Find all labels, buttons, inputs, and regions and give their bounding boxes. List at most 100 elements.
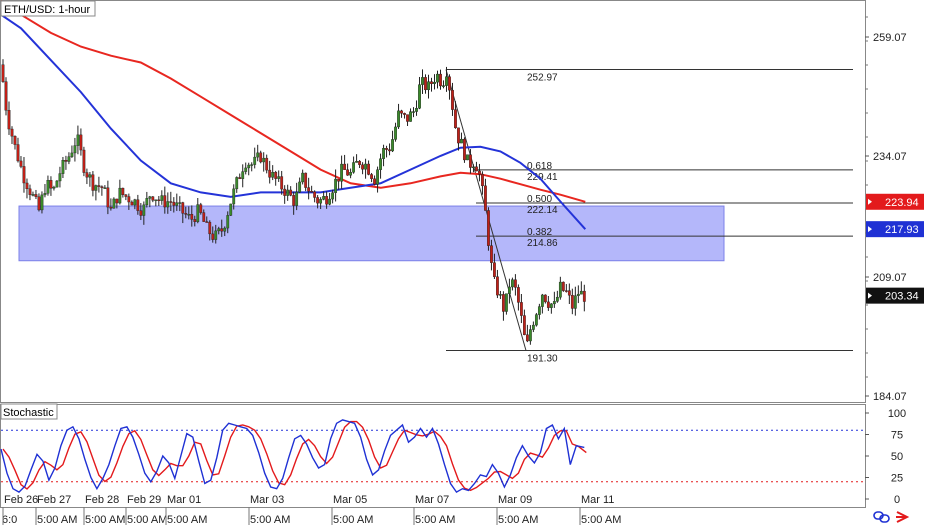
stoch-y-tick-label: 0 [894, 494, 900, 506]
candle-down [451, 89, 454, 110]
candle-up [334, 178, 338, 193]
candle-up [61, 160, 65, 174]
price-badge-pointer-icon [868, 226, 872, 233]
fib-price-label: 229.41 [527, 172, 558, 183]
x-time-label: 5:00 AM [127, 514, 167, 525]
x-time-label: 5:00 AM [37, 514, 77, 525]
candle-up [331, 192, 335, 200]
chart-title: ETH/USD: 1-hour [4, 4, 91, 16]
candle-down [22, 166, 26, 184]
forward-arrow-icon[interactable] [896, 511, 910, 523]
candle-up [322, 196, 326, 200]
candle-down [127, 196, 131, 203]
candle-up [301, 172, 305, 183]
candle-down [268, 169, 272, 178]
candle-down [292, 195, 296, 206]
candle-up [247, 164, 251, 169]
candle-down [481, 174, 484, 187]
candle-down [169, 201, 173, 203]
candle-up [253, 156, 257, 165]
support-resistance-zone-layer [18, 205, 725, 262]
x-date-label: Mar 11 [581, 494, 614, 506]
candle-up [397, 110, 400, 128]
candle-down [274, 172, 278, 179]
stoch-y-tick-label: 75 [891, 430, 903, 442]
candle-down [493, 262, 496, 277]
axis-layer: 259.07 234.07 209.07 184.07 100 75 50 25 0 6:0 Feb… [2, 16, 907, 525]
candle-down [184, 213, 188, 215]
x-date-label: Feb 26 [4, 494, 38, 506]
candlestick-layer [1, 59, 586, 345]
price-badge [866, 287, 924, 304]
candle-down [64, 160, 68, 162]
candle-up [43, 193, 47, 196]
x-time-label: 5:00 AM [85, 514, 125, 525]
candle-down [85, 172, 89, 178]
candle-down [283, 188, 287, 196]
candle-down [79, 134, 83, 151]
candle-up [235, 177, 239, 190]
candle-up [187, 214, 191, 216]
candle-up [178, 202, 182, 204]
candle-down [208, 221, 212, 235]
candle-down [1, 64, 5, 82]
candle-down [514, 279, 517, 288]
fib-swing-high-label: 252.97 [527, 72, 558, 83]
candle-down [439, 73, 442, 87]
candle-up [349, 172, 352, 176]
candle-down [7, 110, 11, 130]
candle-down [430, 81, 433, 84]
candle-down [475, 166, 478, 172]
candle-up [364, 163, 367, 170]
candle-up [394, 126, 397, 140]
candle-down [343, 163, 347, 170]
candle-up [112, 198, 116, 209]
candle-up [558, 281, 562, 298]
candle-down [490, 245, 493, 263]
fib-ratio-label: 0.500 [527, 194, 552, 205]
fib-price-label: 214.86 [527, 238, 558, 249]
x-first-time-label: 6:0 [2, 514, 17, 525]
fib-ratio-label: 0.382 [527, 227, 552, 238]
x-date-label: Mar 07 [415, 494, 449, 506]
candle-down [358, 161, 361, 165]
stoch-k-line [0, 419, 585, 494]
candle-up [286, 189, 290, 196]
stoch-y-tick-label: 100 [888, 408, 906, 420]
candle-up [67, 156, 71, 162]
candle-up [340, 163, 344, 182]
candle-down [400, 110, 403, 114]
candle-down [109, 206, 113, 209]
candle-up [298, 181, 302, 193]
candle-down [172, 201, 176, 206]
candle-up [277, 176, 281, 179]
candle-down [543, 294, 547, 303]
candle-up [226, 215, 230, 229]
candle-up [466, 154, 469, 161]
candle-up [250, 164, 254, 166]
candle-up [94, 185, 98, 191]
candle-up [382, 148, 385, 159]
candle-up [391, 139, 394, 152]
candle-up [271, 172, 275, 178]
candle-down [313, 191, 317, 198]
candle-down [448, 76, 451, 91]
candle-down [199, 204, 203, 213]
candle-down [130, 201, 134, 206]
candle-up [534, 314, 538, 326]
candle-up [499, 294, 502, 296]
price-badge-label: 217.93 [885, 224, 919, 236]
price-badge-label: 223.94 [885, 197, 919, 209]
candle-up [46, 180, 50, 194]
candle-down [289, 189, 293, 196]
candle-up [160, 195, 164, 201]
candle-down [522, 315, 526, 335]
candle-down [325, 196, 329, 205]
link-icon[interactable] [873, 511, 890, 523]
candle-down [25, 182, 29, 190]
candle-up [142, 204, 146, 216]
candle-down [100, 186, 104, 189]
candle-up [415, 108, 418, 112]
candle-down [151, 196, 155, 201]
candle-down [337, 178, 341, 182]
